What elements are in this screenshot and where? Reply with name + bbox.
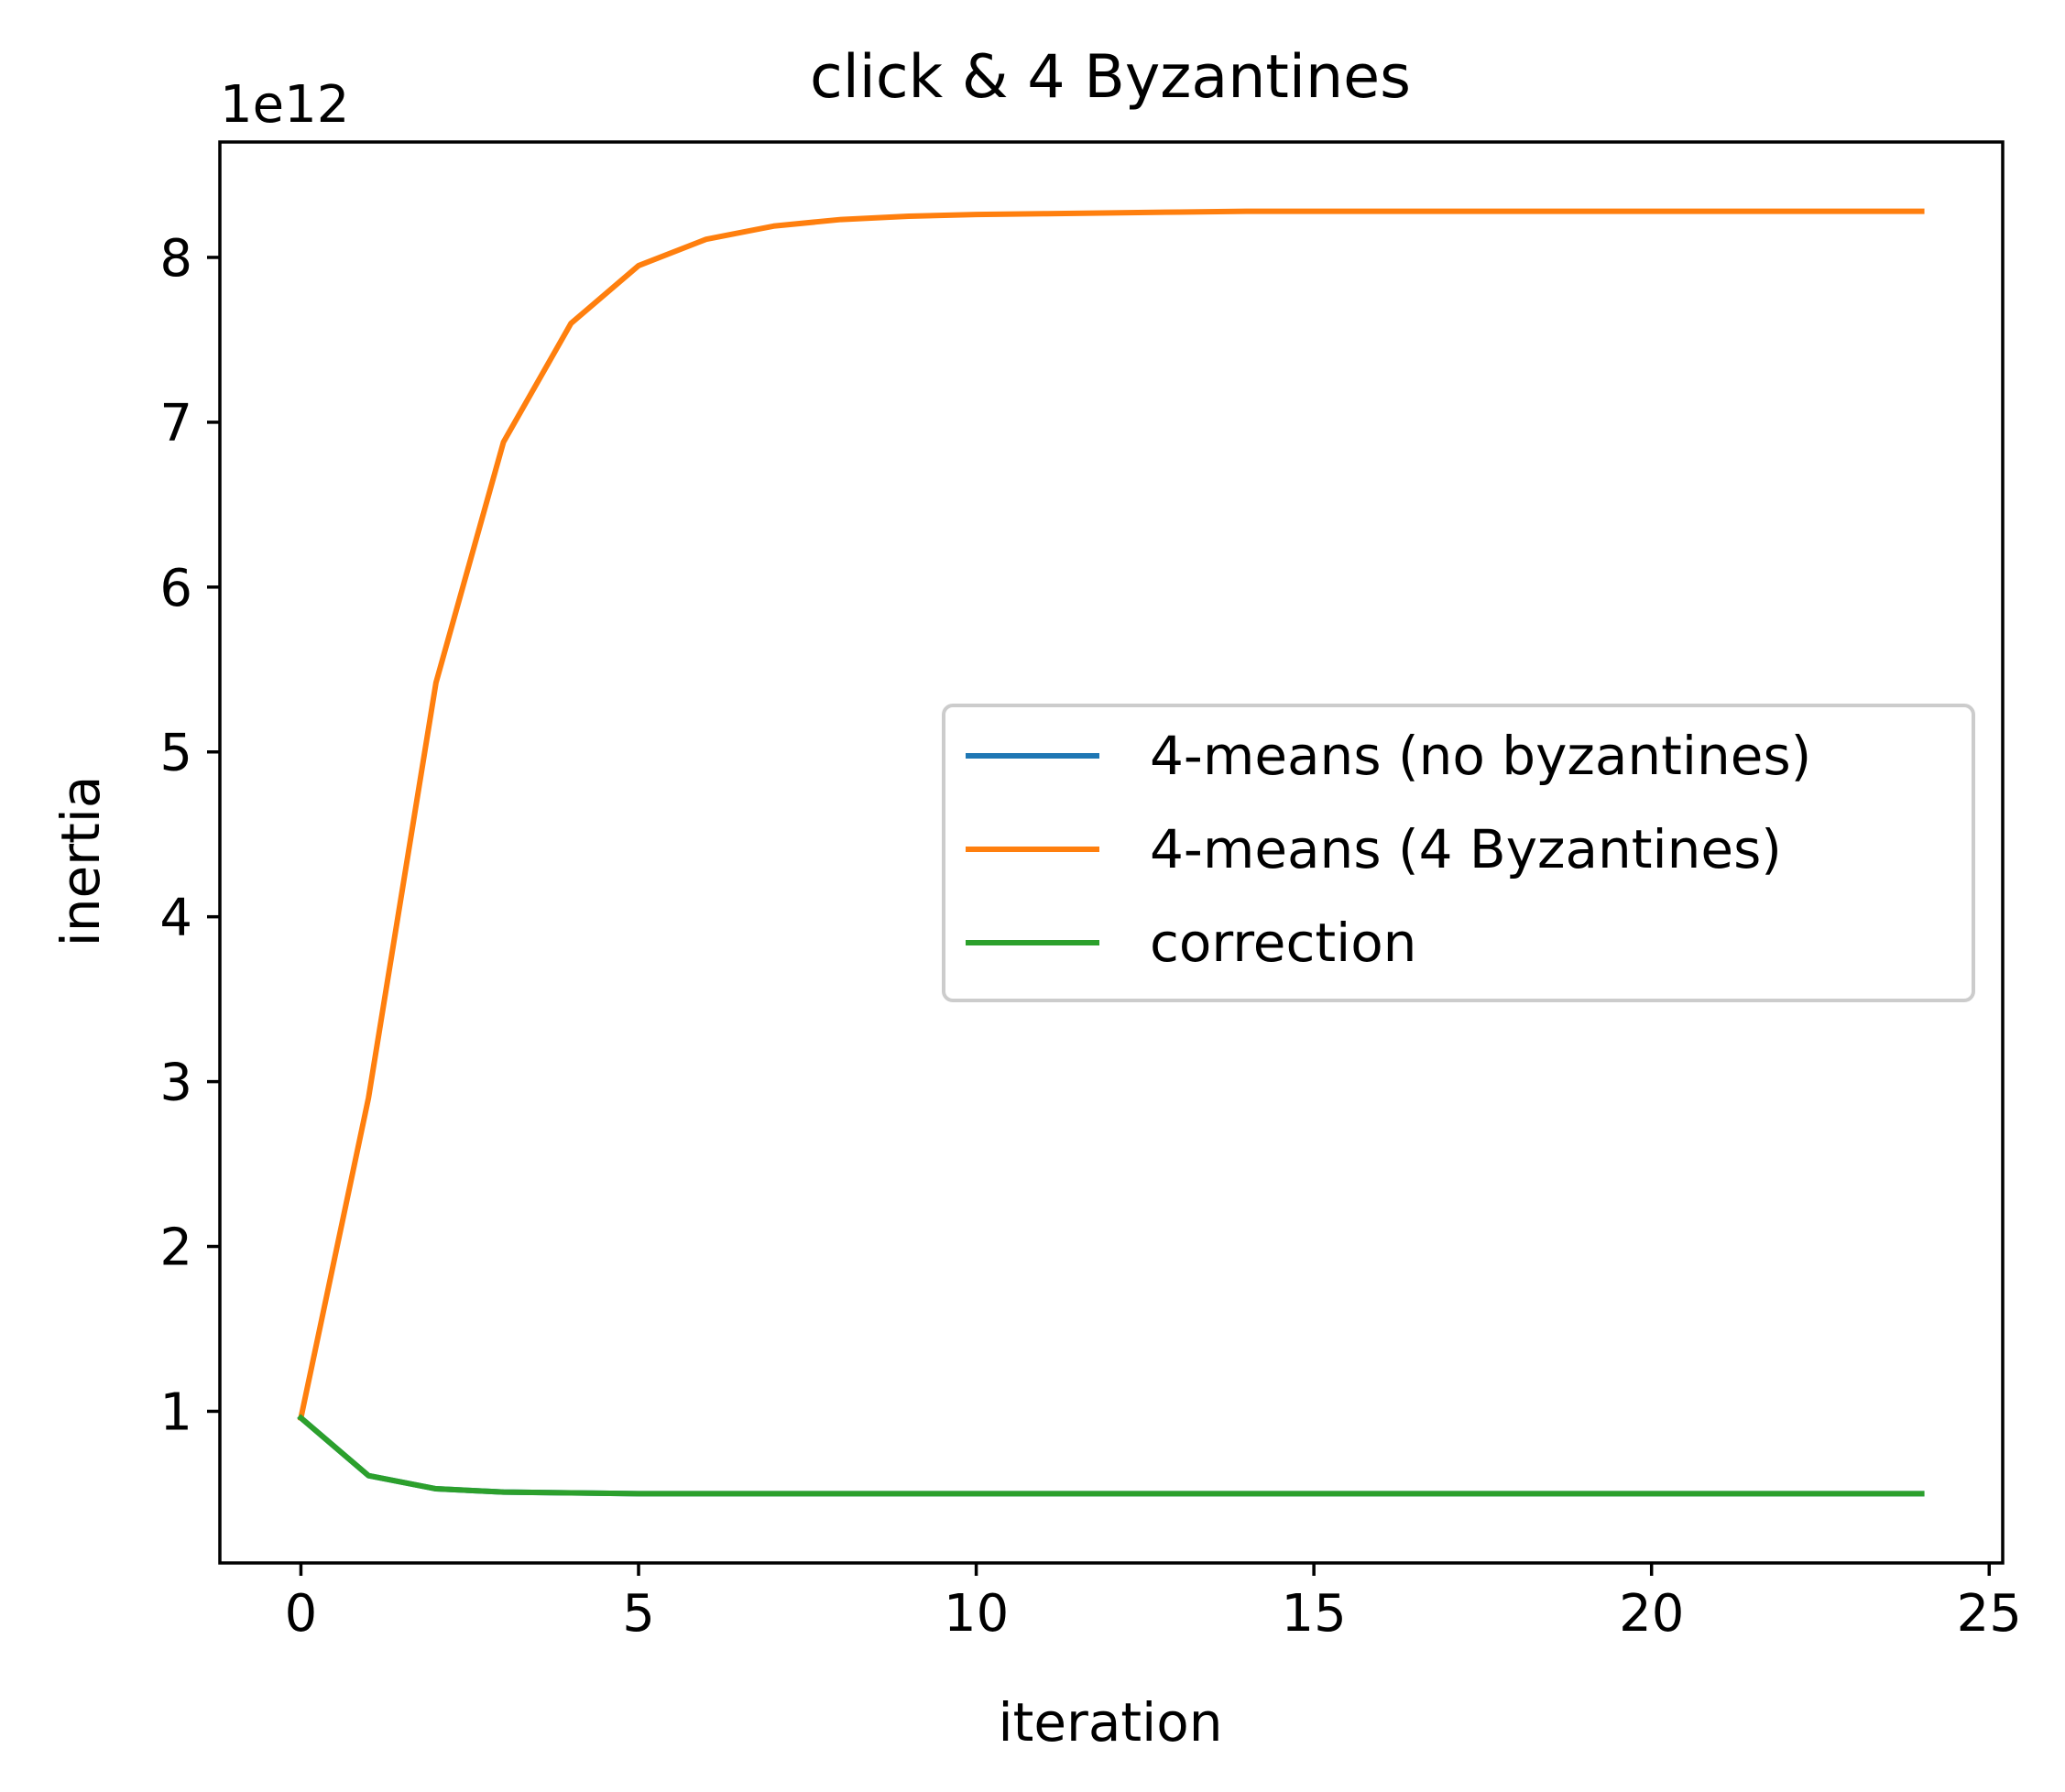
x-tick-label: 0 bbox=[285, 1584, 318, 1644]
x-tick-label: 20 bbox=[1619, 1584, 1684, 1644]
y-tick-label: 6 bbox=[159, 559, 192, 618]
y-axis-label: inertia bbox=[49, 776, 112, 947]
y-tick-label: 2 bbox=[159, 1218, 192, 1278]
y-tick-label: 5 bbox=[159, 724, 192, 783]
series-line-4-byzantines bbox=[297, 208, 1925, 1422]
plot-area: 0 5 10 15 20 25 1 2 3 4 5 6 7 8 bbox=[159, 140, 2022, 1644]
x-tick-label: 10 bbox=[944, 1584, 1009, 1644]
x-axis-label: iteration bbox=[998, 1691, 1222, 1754]
y-tick-label: 1 bbox=[159, 1382, 192, 1442]
legend: 4-means (no byzantines) 4-means (4 Byzan… bbox=[942, 704, 1975, 1002]
y-tick-label: 3 bbox=[159, 1054, 192, 1113]
legend-label-correction: correction bbox=[1150, 912, 1416, 974]
y-tick-label: 4 bbox=[159, 889, 192, 948]
x-tick-label: 25 bbox=[1957, 1584, 2022, 1644]
chart-title: click & 4 Byzantines bbox=[810, 43, 1411, 112]
legend-frame bbox=[942, 704, 1975, 1002]
x-tick-label: 5 bbox=[622, 1584, 655, 1644]
series-line-correction bbox=[297, 1414, 1925, 1497]
y-tick-label: 7 bbox=[159, 394, 192, 453]
legend-label-no-byzantines: 4-means (no byzantines) bbox=[1150, 725, 1811, 787]
axes-frame bbox=[218, 140, 2005, 1565]
legend-label-4-byzantines: 4-means (4 Byzantines) bbox=[1150, 818, 1782, 880]
x-tick-label: 15 bbox=[1282, 1584, 1347, 1644]
y-axis-offset-label: 1e12 bbox=[220, 75, 349, 135]
y-tick-label: 8 bbox=[159, 229, 192, 289]
